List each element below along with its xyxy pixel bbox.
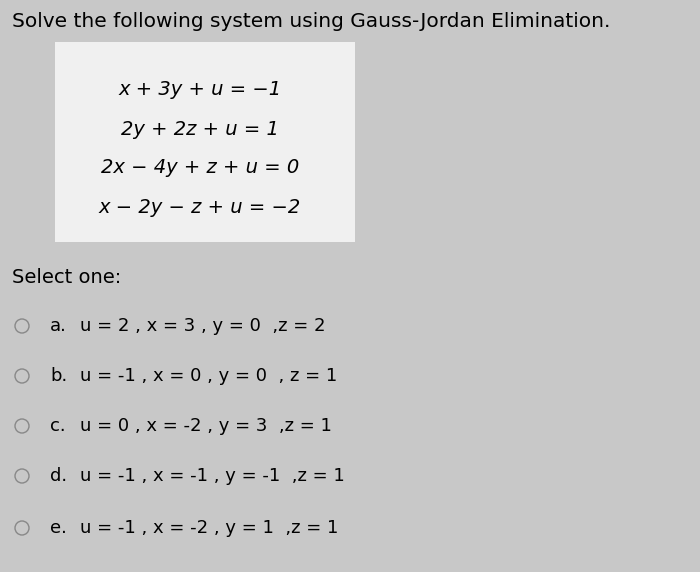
Text: b.: b.: [50, 367, 67, 385]
Text: a.: a.: [50, 317, 67, 335]
Text: u = -1 , x = -1 , y = -1  ,z = 1: u = -1 , x = -1 , y = -1 ,z = 1: [80, 467, 344, 485]
Text: e.: e.: [50, 519, 67, 537]
FancyBboxPatch shape: [55, 42, 355, 242]
Text: u = -1 , x = -2 , y = 1  ,z = 1: u = -1 , x = -2 , y = 1 ,z = 1: [80, 519, 338, 537]
Text: c.: c.: [50, 417, 66, 435]
Text: u = -1 , x = 0 , y = 0  , z = 1: u = -1 , x = 0 , y = 0 , z = 1: [80, 367, 337, 385]
Text: x − 2y − z + u = −2: x − 2y − z + u = −2: [99, 198, 301, 217]
Text: u = 0 , x = -2 , y = 3  ,z = 1: u = 0 , x = -2 , y = 3 ,z = 1: [80, 417, 332, 435]
Text: Select one:: Select one:: [12, 268, 121, 287]
Text: 2x − 4y + z + u = 0: 2x − 4y + z + u = 0: [101, 158, 299, 177]
Text: d.: d.: [50, 467, 67, 485]
Text: Solve the following system using Gauss-Jordan Elimination.: Solve the following system using Gauss-J…: [12, 12, 610, 31]
Text: u = 2 , x = 3 , y = 0  ,z = 2: u = 2 , x = 3 , y = 0 ,z = 2: [80, 317, 326, 335]
Text: 2y + 2z + u = 1: 2y + 2z + u = 1: [121, 120, 279, 139]
Text: x + 3y + u = −1: x + 3y + u = −1: [118, 80, 281, 99]
